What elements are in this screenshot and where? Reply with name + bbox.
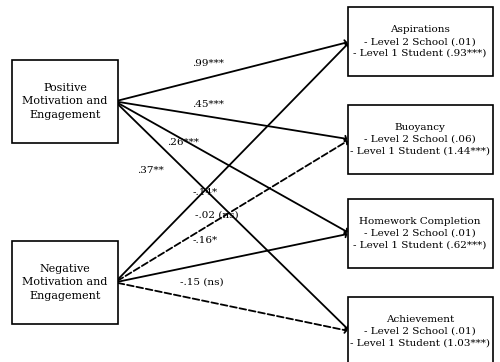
Text: Aspirations
- Level 2 School (.01)
- Level 1 Student (.93***): Aspirations - Level 2 School (.01) - Lev…	[354, 25, 486, 58]
FancyBboxPatch shape	[12, 241, 118, 324]
Text: Homework Completion
- Level 2 School (.01)
- Level 1 Student (.62***): Homework Completion - Level 2 School (.0…	[354, 217, 486, 250]
Text: .26***: .26***	[168, 139, 200, 147]
Text: -.16*: -.16*	[192, 236, 218, 245]
Text: .37**: .37**	[138, 166, 164, 174]
Text: -.02 (ns): -.02 (ns)	[195, 211, 238, 220]
Text: .99***: .99***	[192, 59, 224, 68]
FancyBboxPatch shape	[348, 297, 492, 362]
FancyBboxPatch shape	[348, 7, 492, 76]
Text: Negative
Motivation and
Engagement: Negative Motivation and Engagement	[22, 264, 107, 300]
Text: Achievement
- Level 2 School (.01)
- Level 1 Student (1.03***): Achievement - Level 2 School (.01) - Lev…	[350, 315, 490, 348]
FancyBboxPatch shape	[348, 105, 492, 174]
Text: Buoyancy
- Level 2 School (.06)
- Level 1 Student (1.44***): Buoyancy - Level 2 School (.06) - Level …	[350, 123, 490, 156]
FancyBboxPatch shape	[348, 199, 492, 268]
Text: Positive
Motivation and
Engagement: Positive Motivation and Engagement	[22, 83, 107, 119]
Text: -.14*: -.14*	[192, 188, 218, 197]
Text: -.15 (ns): -.15 (ns)	[180, 278, 224, 287]
Text: .45***: .45***	[192, 101, 224, 109]
FancyBboxPatch shape	[12, 60, 118, 143]
